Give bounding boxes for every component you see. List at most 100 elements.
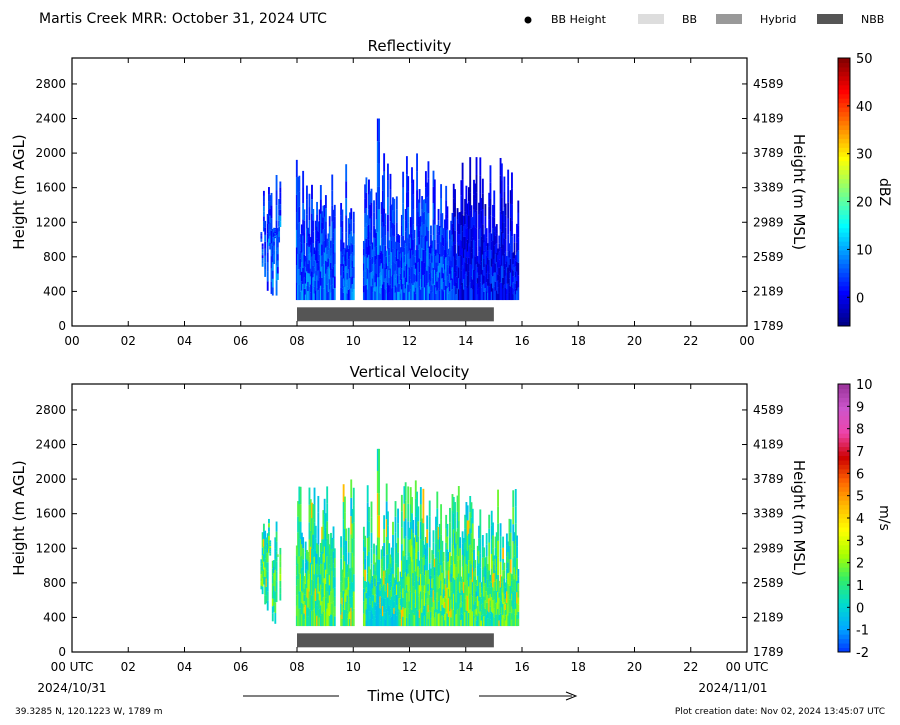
colorbar-tick-label: 0	[856, 601, 864, 616]
heatmap-cell	[437, 539, 440, 552]
heatmap-cell	[465, 228, 468, 243]
heatmap-cell	[380, 597, 383, 607]
heatmap-cell	[443, 289, 446, 301]
heatmap-cell	[493, 555, 496, 565]
heatmap-cell	[438, 562, 441, 575]
heatmap-cell	[295, 555, 298, 566]
heatmap-cell	[469, 246, 472, 265]
heatmap-cell	[499, 282, 502, 301]
heatmap-cell	[495, 290, 498, 301]
heatmap-cell	[440, 565, 443, 581]
heatmap-cell	[516, 558, 518, 570]
heatmap-cell	[500, 595, 503, 602]
heatmap-cell	[331, 174, 334, 191]
heatmap-cell	[424, 603, 427, 615]
heatmap-cell	[492, 600, 494, 614]
heatmap-cell	[299, 591, 302, 609]
heatmap-cell	[373, 574, 375, 585]
heatmap-cell	[452, 271, 455, 286]
heatmap-cell	[416, 609, 418, 627]
heatmap-cell	[369, 204, 372, 219]
heatmap-cell	[503, 586, 506, 595]
heatmap-cell	[342, 256, 345, 265]
heatmap-cell	[342, 242, 345, 250]
heatmap-cell	[300, 271, 303, 282]
heatmap-cell	[297, 253, 300, 270]
heatmap-cell	[475, 608, 478, 615]
heatmap-cell	[400, 494, 403, 512]
heatmap-cell	[442, 291, 445, 301]
heatmap-cell	[461, 543, 464, 555]
heatmap-cell	[405, 568, 408, 577]
heatmap-cell	[459, 212, 462, 224]
heatmap-cell	[307, 616, 310, 627]
heatmap-cell	[314, 230, 317, 241]
heatmap-cell	[326, 246, 329, 255]
heatmap-cell	[459, 256, 462, 268]
heatmap-cell	[318, 209, 321, 221]
colorbar-segment	[838, 205, 850, 211]
heatmap-cell	[314, 575, 317, 589]
heatmap-cell	[260, 233, 263, 235]
heatmap-cell	[341, 277, 344, 289]
heatmap-cell	[465, 285, 468, 301]
heatmap-cell	[451, 245, 454, 257]
heatmap-cell	[437, 288, 440, 301]
heatmap-cell	[456, 609, 459, 627]
heatmap-cell	[492, 216, 494, 229]
heatmap-cell	[499, 246, 502, 265]
heatmap-cell	[436, 281, 439, 291]
heatmap-cell	[442, 561, 445, 571]
heatmap-cell	[321, 211, 324, 223]
colorbar-tick-label: 10	[856, 243, 873, 258]
heatmap-cell	[346, 245, 349, 253]
colorbar-segment	[838, 602, 850, 608]
heatmap-cell	[388, 574, 391, 585]
heatmap-cell	[465, 199, 468, 215]
heatmap-cell	[460, 607, 463, 614]
heatmap-cell	[488, 206, 491, 220]
heatmap-cell	[407, 538, 410, 557]
heatmap-cell	[407, 608, 410, 627]
heatmap-cell	[447, 561, 450, 571]
heatmap-cell	[347, 248, 350, 260]
heatmap-cell	[504, 239, 507, 252]
heatmap-cell	[323, 610, 326, 627]
heatmap-cell	[479, 246, 482, 265]
heatmap-cell	[450, 582, 453, 592]
heatmap-cell	[474, 593, 477, 602]
heatmap-cell	[364, 227, 367, 243]
heatmap-cell	[470, 276, 473, 289]
heatmap-cell	[423, 605, 426, 616]
x-tick-label: 06	[233, 660, 248, 674]
heatmap-cell	[452, 256, 455, 271]
colorbar-segment	[838, 84, 850, 90]
heatmap-cell	[497, 274, 499, 281]
heatmap-cell	[422, 249, 425, 263]
heatmap-cell	[505, 614, 508, 627]
heatmap-cell	[300, 544, 303, 557]
heatmap-cell	[469, 157, 472, 176]
heatmap-cell	[456, 242, 459, 255]
heatmap-cell	[262, 190, 265, 196]
heatmap-cell	[273, 605, 275, 612]
heatmap-cell	[423, 211, 426, 225]
heatmap-cell	[464, 274, 467, 288]
heatmap-cell	[503, 191, 506, 208]
heatmap-cell	[465, 257, 468, 272]
heatmap-cell	[452, 513, 455, 530]
heatmap-cell	[274, 235, 277, 237]
heatmap-cell	[371, 582, 374, 589]
heatmap-cell	[473, 209, 475, 225]
heatmap-cell	[423, 615, 426, 627]
heatmap-cell	[433, 239, 436, 255]
heatmap-cell	[507, 573, 510, 584]
heatmap-cell	[492, 522, 494, 536]
y-tick-label: 2800	[35, 77, 66, 91]
heatmap-cell	[442, 589, 445, 599]
heatmap-cell	[276, 228, 279, 235]
heatmap-cell	[424, 235, 427, 252]
heatmap-cell	[371, 264, 374, 272]
heatmap-cell	[402, 171, 405, 188]
colorbar-segment	[838, 593, 850, 599]
